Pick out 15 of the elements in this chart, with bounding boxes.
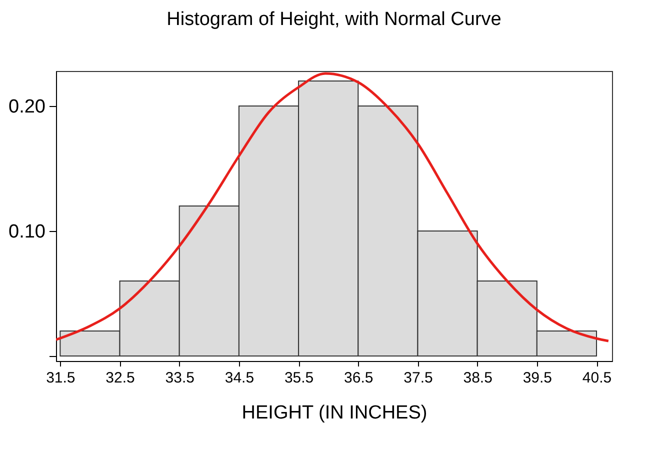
x-axis-title: HEIGHT (IN INCHES) bbox=[242, 402, 428, 424]
x-tick-label: 36.5 bbox=[344, 370, 374, 386]
x-tick-label: 32.5 bbox=[106, 370, 135, 386]
y-tick-label: 0.20 bbox=[8, 96, 46, 118]
x-tick-label: 37.5 bbox=[404, 370, 433, 386]
y-tick-label: 0.10 bbox=[8, 222, 46, 242]
x-tick-label: 40.5 bbox=[582, 370, 612, 386]
x-tick-label: 31.5 bbox=[46, 370, 76, 386]
x-tick-label: 34.5 bbox=[224, 370, 254, 386]
line-series bbox=[56, 72, 610, 342]
x-tick-label: 39.5 bbox=[522, 370, 552, 386]
x-tick-label: 33.5 bbox=[165, 370, 194, 386]
x-tick-label: 35.5 bbox=[284, 370, 314, 386]
x-tick-label: 38.5 bbox=[463, 370, 492, 386]
chart-title: Histogram of Height, with Normal Curve bbox=[166, 9, 502, 30]
